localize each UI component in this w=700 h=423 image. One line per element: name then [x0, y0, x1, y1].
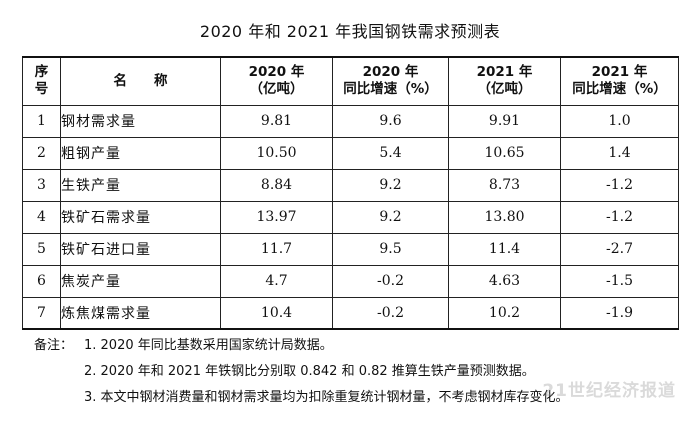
note-text: 3. 本文中钢材消费量和钢材需求量均为扣除重复统计钢材量，不考虑钢材库存变化。: [84, 390, 569, 405]
table-row: 4 铁矿石需求量 13.97 9.2 13.80 -1.2: [22, 200, 679, 234]
row-index: 3: [22, 168, 61, 202]
value-2021: 13.80: [448, 200, 561, 234]
row-index: 6: [22, 264, 61, 298]
item-name: 粗钢产量: [60, 136, 221, 170]
value-2021: 9.91: [448, 104, 561, 138]
value-2020: 4.7: [220, 264, 333, 298]
value-2021: 10.65: [448, 136, 561, 170]
growth-2021: -1.5: [560, 264, 679, 298]
row-index: 1: [22, 104, 61, 138]
value-2021: 10.2: [448, 296, 561, 330]
watermark: 21世纪经济报道: [542, 381, 676, 401]
value-2020: 13.97: [220, 200, 333, 234]
growth-2021: -1.2: [560, 168, 679, 202]
note-line: 3. 本文中钢材消费量和钢材需求量均为扣除重复统计钢材量，不考虑钢材库存变化。: [34, 385, 684, 411]
value-2021: 4.63: [448, 264, 561, 298]
growth-2021: 1.0: [560, 104, 679, 138]
table-row: 2 粗钢产量 10.50 5.4 10.65 1.4: [22, 136, 679, 170]
header-cell: 序号: [22, 56, 61, 106]
header-cell: 2020 年同比增速（%）: [332, 56, 449, 106]
item-name: 铁矿石进口量: [60, 232, 221, 266]
value-2020: 11.7: [220, 232, 333, 266]
value-2020: 10.50: [220, 136, 333, 170]
table-row: 7 炼焦煤需求量 10.4 -0.2 10.2 -1.9: [22, 296, 679, 330]
growth-2020: 9.2: [332, 200, 449, 234]
header-cell: 2020 年（亿吨）: [220, 56, 333, 106]
value-2020: 9.81: [220, 104, 333, 138]
growth-2020: 9.6: [332, 104, 449, 138]
note-text: 1. 2020 年同比基数采用国家统计局数据。: [84, 338, 333, 353]
value-2021: 11.4: [448, 232, 561, 266]
row-index: 7: [22, 296, 61, 330]
growth-2021: -1.2: [560, 200, 679, 234]
header-row: 序号 名 称 2020 年（亿吨） 2020 年同比增速（%） 2021 年（亿…: [22, 56, 679, 106]
header-cell: 2021 年（亿吨）: [448, 56, 561, 106]
row-index: 2: [22, 136, 61, 170]
item-name: 铁矿石需求量: [60, 200, 221, 234]
growth-2021: 1.4: [560, 136, 679, 170]
header-cell: 名 称: [60, 56, 221, 106]
header-cell: 2021 年同比增速（%）: [560, 56, 679, 106]
notes-label: 备注：: [34, 338, 74, 353]
row-index: 5: [22, 232, 61, 266]
table-row: 3 生铁产量 8.84 9.2 8.73 -1.2: [22, 168, 679, 202]
item-name: 炼焦煤需求量: [60, 296, 221, 330]
table-row: 1 钢材需求量 9.81 9.6 9.91 1.0: [22, 104, 679, 138]
value-2020: 8.84: [220, 168, 333, 202]
steel-demand-table: 序号 名 称 2020 年（亿吨） 2020 年同比增速（%） 2021 年（亿…: [22, 56, 679, 330]
row-index: 4: [22, 200, 61, 234]
growth-2020: -0.2: [332, 264, 449, 298]
growth-2020: 9.5: [332, 232, 449, 266]
note-text: 2. 2020 年和 2021 年铁钢比分别取 0.842 和 0.82 推算生…: [84, 364, 535, 379]
note-line: 2. 2020 年和 2021 年铁钢比分别取 0.842 和 0.82 推算生…: [34, 359, 684, 385]
item-name: 焦炭产量: [60, 264, 221, 298]
table-row: 5 铁矿石进口量 11.7 9.5 11.4 -2.7: [22, 232, 679, 266]
growth-2021: -2.7: [560, 232, 679, 266]
growth-2021: -1.9: [560, 296, 679, 330]
item-name: 生铁产量: [60, 168, 221, 202]
growth-2020: 9.2: [332, 168, 449, 202]
value-2021: 8.73: [448, 168, 561, 202]
table-title: 2020 年和 2021 年我国钢铁需求预测表: [199, 22, 501, 41]
growth-2020: -0.2: [332, 296, 449, 330]
note-line: 备注： 1. 2020 年同比基数采用国家统计局数据。: [34, 333, 684, 359]
growth-2020: 5.4: [332, 136, 449, 170]
table-row: 6 焦炭产量 4.7 -0.2 4.63 -1.5: [22, 264, 679, 298]
notes: 备注： 1. 2020 年同比基数采用国家统计局数据。 2. 2020 年和 20…: [34, 333, 684, 411]
item-name: 钢材需求量: [60, 104, 221, 138]
value-2020: 10.4: [220, 296, 333, 330]
